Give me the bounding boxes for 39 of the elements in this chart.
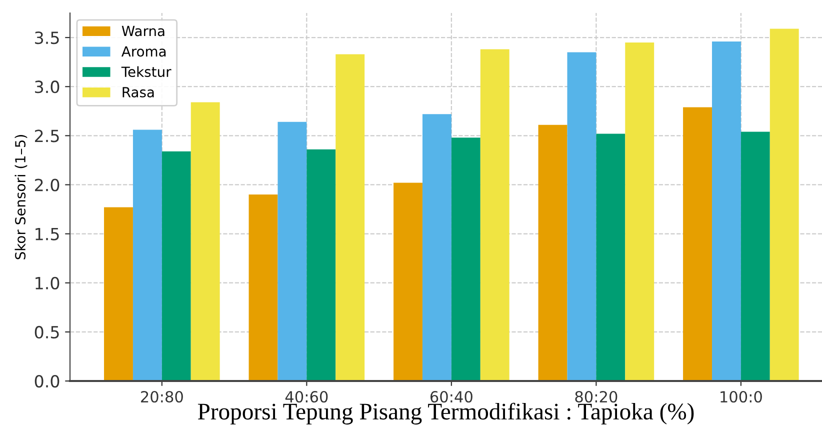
bar [190, 102, 220, 381]
x-tick-label: 60:40 [430, 390, 472, 403]
bar [132, 130, 162, 381]
legend-label: Aroma [121, 46, 166, 57]
y-tick-label: 0.0 [34, 374, 60, 388]
bar [278, 122, 307, 381]
bar [162, 151, 191, 381]
y-tick-label: 1.0 [36, 276, 60, 290]
bar [451, 138, 480, 381]
x-axis-title: Proporsi Tepung Pisang Termodifikasi : Tapioka (%) [198, 402, 694, 424]
x-tick-label: 20:80 [141, 390, 183, 403]
bar [596, 134, 626, 381]
legend-label: Tekstur [121, 66, 172, 78]
y-tick-label: 3.0 [35, 80, 60, 94]
y-tick-label: 1.5 [36, 228, 59, 240]
y-tick-label: 0.5 [34, 326, 59, 338]
bar [248, 194, 278, 381]
bar [712, 41, 741, 381]
bar [567, 52, 596, 381]
bar [104, 207, 133, 381]
y-axis-title: Skor Sensori (1–5) [14, 135, 28, 260]
bar [683, 107, 712, 381]
bar [538, 124, 568, 381]
x-tick-label: 40:60 [285, 390, 328, 403]
bar [770, 28, 799, 381]
bar [306, 149, 336, 381]
bar [740, 132, 770, 381]
bar [480, 49, 510, 381]
y-tick-label: 2.5 [34, 130, 59, 142]
y-tick-label: 2.0 [34, 178, 60, 192]
y-tick-label: 3.5 [35, 31, 59, 44]
bar [336, 54, 365, 381]
bar [422, 114, 452, 381]
bar [394, 182, 422, 381]
x-tick-label: 100:0 [720, 390, 762, 403]
legend-label: Warna [122, 26, 164, 36]
bar [625, 42, 654, 381]
x-tick-label: 80:20 [575, 390, 618, 403]
legend-label: Rasa [122, 87, 154, 98]
